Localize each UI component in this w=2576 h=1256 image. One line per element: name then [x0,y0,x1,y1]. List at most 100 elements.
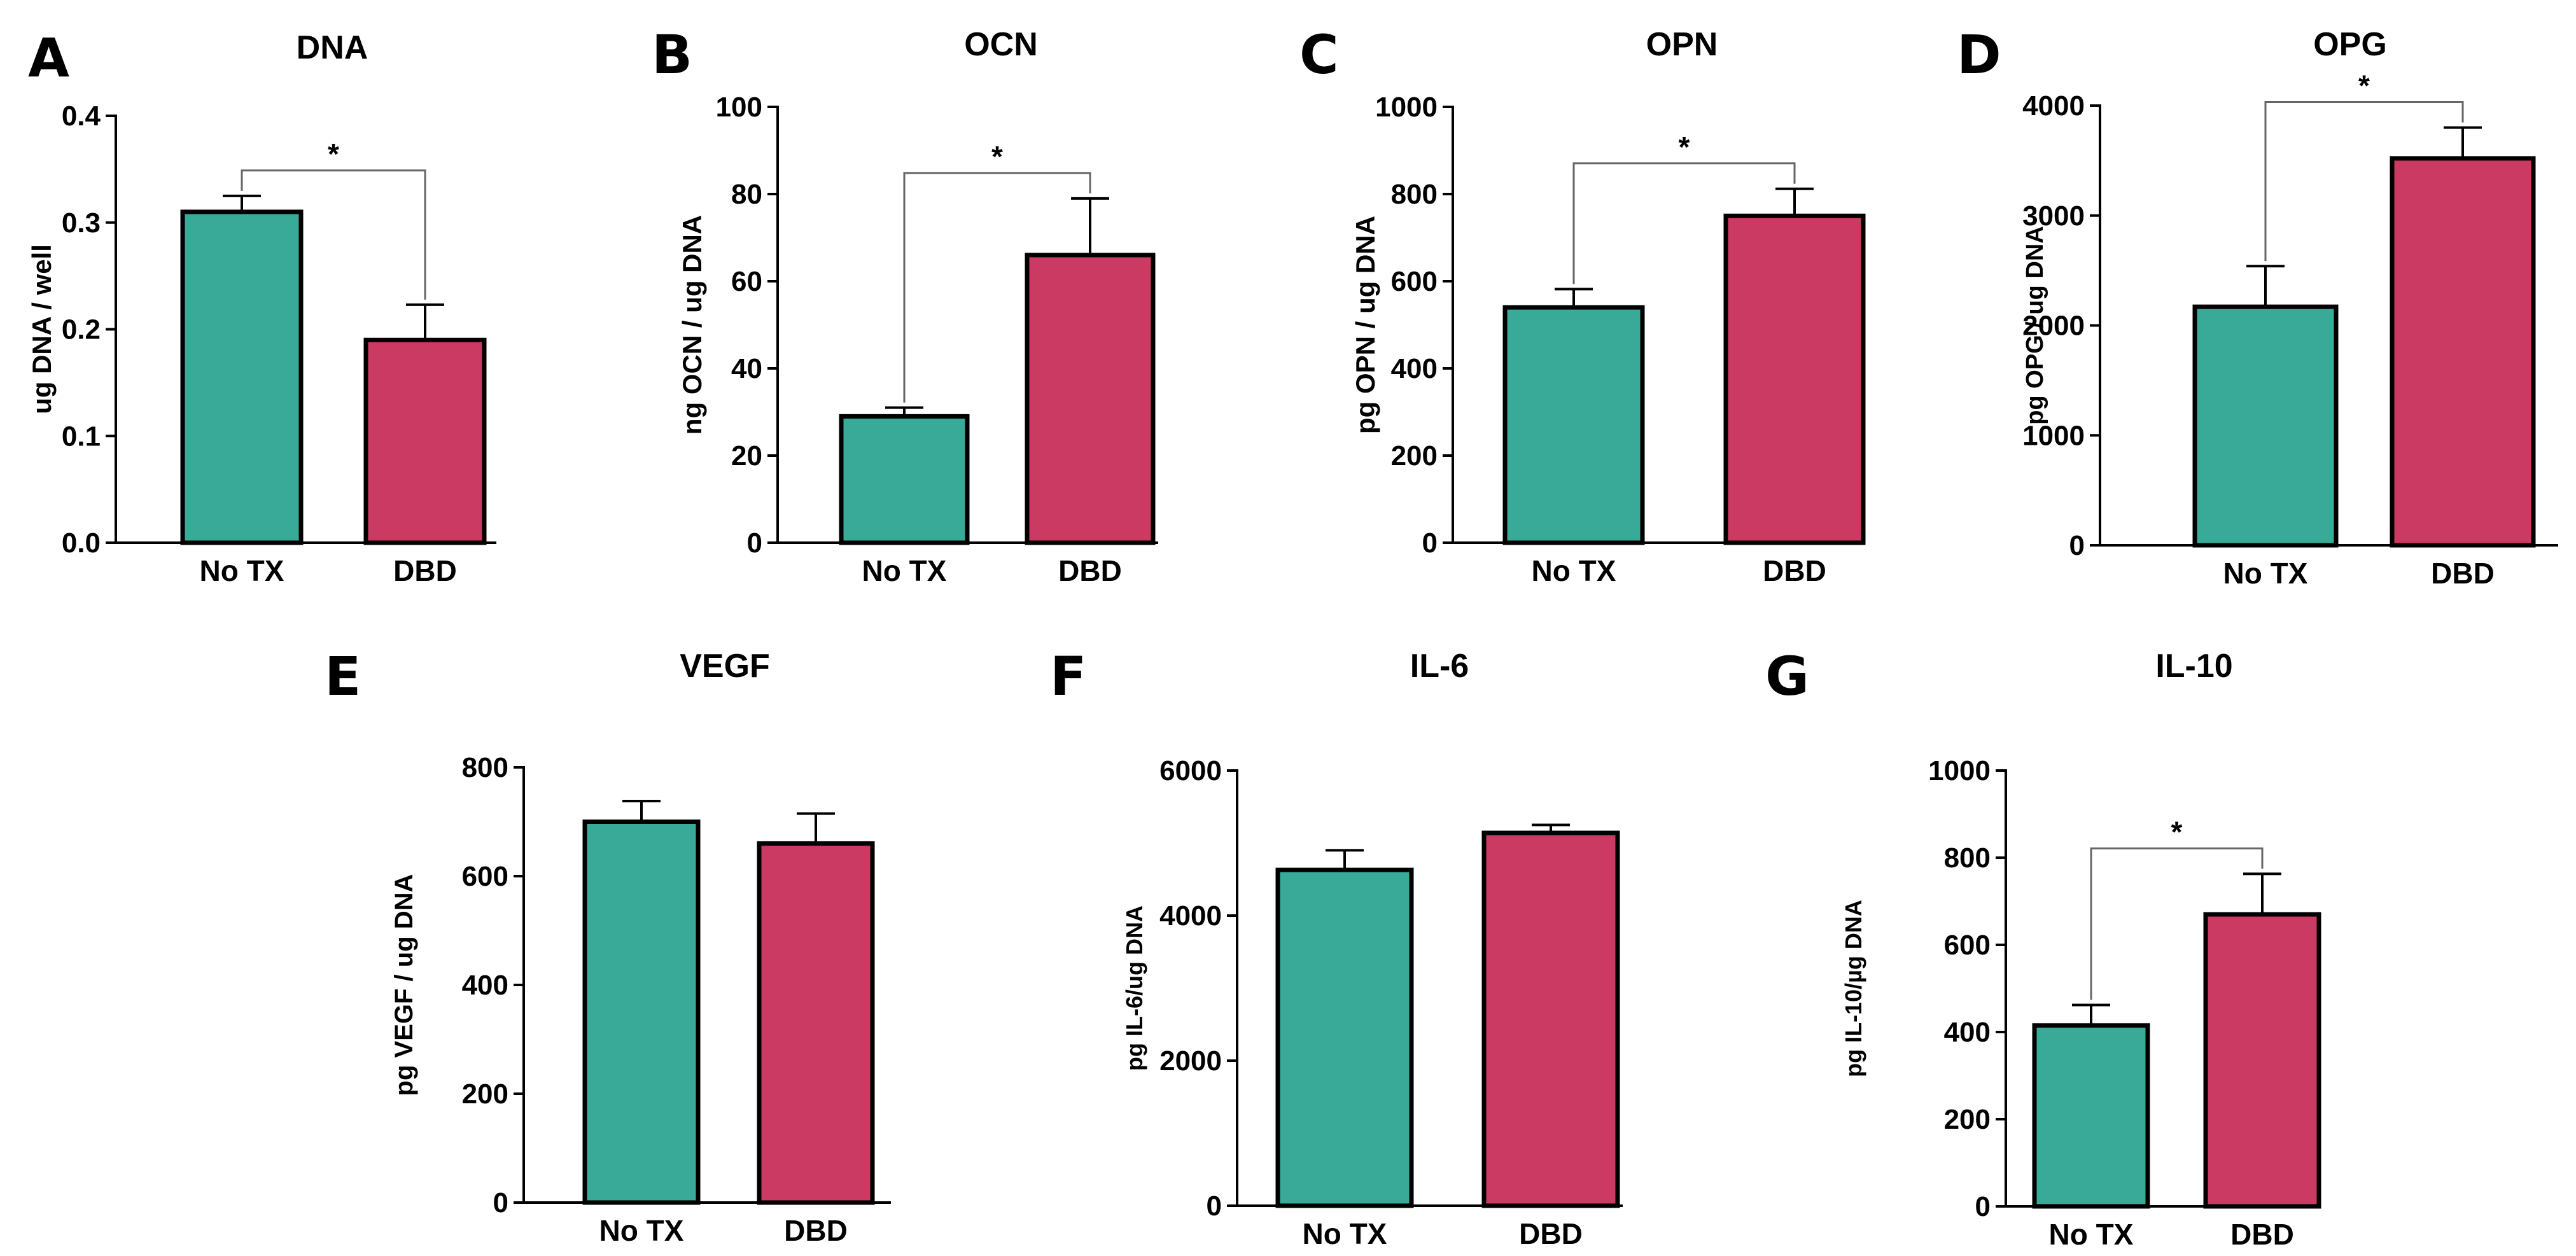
panel-c: C OPN pg OPN / ug DNA 0 200 400 600 800 1000 No T… [1299,24,1866,587]
panel-letter: E [325,645,361,708]
significance-bracket [1572,162,1796,284]
significance-marker: * [2171,815,2183,848]
y-axis-label: pg OPG / ug DNA [2022,226,2048,424]
y-tick-label: 400 [462,970,508,1001]
bar-no-tx [2192,304,2339,548]
bar-no-tx [1502,305,1645,545]
bar-dbd [2203,912,2321,1209]
bar-dbd [757,841,875,1205]
x-tick-label: DBD [1763,554,1826,587]
panel-letter: F [1050,645,1086,708]
panel-b: B OCN ng OCN / ug DNA 0 20 40 60 80 100 No TX DBD * [652,24,1158,587]
y-tick-label: 80 [731,179,762,210]
y-tick-label: 60 [731,266,762,297]
y-tick-label: 0.0 [62,527,101,559]
y-tick-label: 200 [1944,1104,1991,1135]
panel-letter: A [28,27,69,89]
significance-bracket [2264,101,2464,262]
significance-bracket [903,172,1091,403]
panel-f: F IL-6 pg IL-6/ug DNA 0 2000 4000 6000 No TX DBD [1050,645,1623,1250]
y-tick-label: 800 [1944,842,1991,874]
x-tick-label: DBD [393,554,457,587]
x-tick-label: DBD [1519,1217,1583,1250]
y-tick-label: 200 [1391,440,1438,471]
chart-title: OPG [2313,26,2387,63]
y-tick-label: 20 [731,440,762,471]
y-tick-label: 3000 [2022,200,2085,232]
y-tick-label: 600 [1944,930,1991,961]
y-tick-label: 4000 [1159,900,1222,932]
chart-title: IL-10 [2155,648,2232,685]
y-tick-label: 0 [2069,530,2085,561]
y-tick-label: 6000 [1159,755,1222,786]
x-tick-label: DBD [784,1214,848,1247]
y-axis-label: ug DNA / well [27,244,57,414]
bar-no-tx [180,209,304,545]
y-axis-label: ng OCN / ug DNA [677,215,707,435]
bar-no-tx [1275,867,1414,1208]
y-tick-label: 400 [1391,353,1438,384]
significance-marker: * [991,140,1003,173]
panel-letter: G [1765,645,1809,708]
y-tick-label: 800 [1391,179,1438,210]
y-tick-label: 1000 [1928,755,1991,786]
bar-dbd [363,337,487,545]
chart-title: VEGF [680,648,770,685]
significance-bracket [241,169,426,300]
y-tick-label: 600 [1391,266,1438,297]
y-axis-label: pg OPN / ug DNA [1350,216,1380,434]
panel-letter: C [1299,24,1339,86]
y-tick-label: 0 [1975,1191,1991,1222]
x-tick-label: No TX [599,1214,684,1247]
significance-marker: * [328,137,339,171]
x-tick-label: No TX [862,554,947,587]
y-axis-label: pg VEGF / ug DNA [390,874,418,1096]
x-tick-label: No TX [1532,554,1616,587]
y-tick-label: 2000 [2022,311,2085,342]
bar-dbd [2390,156,2536,548]
y-tick-label: 0.3 [62,207,101,239]
y-tick-label: 600 [462,861,508,892]
chart-title: DNA [297,29,368,66]
y-tick-label: 0 [1422,527,1438,559]
bar-dbd [1723,213,1866,545]
y-tick-label: 4000 [2022,90,2085,122]
bar-no-tx [582,820,701,1205]
bar-dbd [1025,253,1156,545]
x-tick-label: No TX [1303,1217,1387,1250]
chart-title: OCN [964,26,1038,63]
bar-dbd [1481,830,1620,1208]
panel-a: A DNA ug DNA / well 0.0 0.1 0.2 0.3 0.4 No TX DBD… [27,27,496,587]
bar-no-tx [839,414,970,545]
y-tick-label: 2000 [1159,1045,1222,1077]
significance-marker: * [2358,69,2370,102]
y-tick-label: 800 [462,752,508,783]
y-tick-label: 0.4 [62,101,101,132]
x-tick-label: No TX [2223,557,2308,590]
chart-title: OPN [1646,26,1718,63]
x-tick-label: DBD [2230,1218,2294,1251]
y-tick-label: 0 [493,1187,508,1218]
x-tick-label: No TX [200,554,284,587]
significance-marker: * [1679,130,1690,164]
y-tick-label: 0.2 [62,314,101,345]
y-tick-label: 0.1 [62,421,101,452]
x-tick-label: DBD [1058,554,1122,587]
x-tick-label: No TX [2049,1218,2134,1251]
y-axis-label: pg IL-6/ug DNA [1121,905,1147,1071]
y-tick-label: 1000 [2022,420,2085,451]
y-tick-label: 40 [731,353,762,384]
y-tick-label: 100 [716,92,762,123]
panel-letter: D [1957,24,2001,86]
y-tick-label: 0 [1207,1190,1222,1222]
y-tick-label: 0 [747,527,762,559]
panel-d: D OPG pg OPG / ug DNA 0 1000 2000 3000 4000 No T… [1957,24,2558,590]
y-axis-label: pg IL-10/µg DNA [1840,900,1866,1077]
y-tick-label: 400 [1944,1017,1991,1048]
panel-letter: B [652,24,692,86]
chart-title: IL-6 [1410,648,1469,685]
y-tick-label: 200 [462,1078,508,1110]
y-tick-label: 1000 [1375,92,1438,123]
panel-g: G IL-10 pg IL-10/µg DNA 0 200 400 600 800 1000 No… [1765,645,2321,1251]
